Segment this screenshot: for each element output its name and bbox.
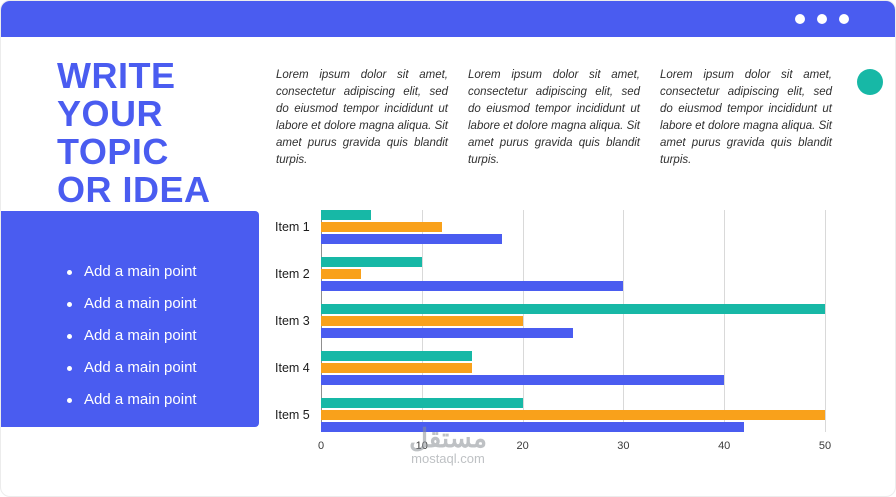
list-item: Add a main point	[67, 391, 239, 409]
gridline	[623, 210, 625, 432]
list-item-label: Add a main point	[84, 327, 197, 344]
paragraph-2: Lorem ipsum dolor sit amet, consectetur …	[468, 69, 640, 167]
paragraph-3: Lorem ipsum dolor sit amet, consectetur …	[660, 69, 832, 167]
chart-row: Item 5	[275, 398, 825, 432]
chart-row: Item 1	[275, 210, 825, 244]
window-dot-3[interactable]	[839, 14, 849, 24]
list-item-label: Add a main point	[84, 391, 197, 408]
bullet-icon	[67, 365, 72, 371]
category-label: Item 2	[275, 267, 310, 281]
bar-group	[321, 304, 825, 338]
bar-teal-series	[321, 398, 523, 408]
window-top-bar	[1, 1, 895, 37]
chart-row: Item 2	[275, 257, 825, 291]
body-text-columns: Lorem ipsum dolor sit amet, consectetur …	[276, 67, 832, 169]
bar-group	[321, 257, 825, 291]
paragraph-1: Lorem ipsum dolor sit amet, consectetur …	[276, 69, 448, 167]
bar-orange-series	[321, 222, 442, 232]
bullet-icon	[67, 333, 72, 339]
main-points-list: Add a main point Add a main point Add a …	[67, 263, 239, 409]
category-label: Item 5	[275, 408, 310, 422]
bar-blue-series	[321, 234, 503, 244]
list-item: Add a main point	[67, 359, 239, 377]
bullet-icon	[67, 269, 72, 275]
title-line-3: TOPIC	[57, 131, 169, 172]
x-tick-label: 50	[818, 440, 832, 452]
gridline	[825, 210, 826, 432]
chart-row: Item 4	[275, 351, 825, 385]
category-label: Item 4	[275, 361, 310, 375]
list-item: Add a main point	[67, 263, 239, 281]
list-item-label: Add a main point	[84, 359, 197, 376]
bar-teal-series	[321, 351, 473, 361]
list-item-label: Add a main point	[84, 295, 197, 312]
title-line-2: YOUR	[57, 93, 164, 134]
bar-group	[321, 351, 825, 385]
chart-rows: Item 1 Item 2 Item 3 Item 4 Item 5	[275, 210, 825, 432]
window-dot-1[interactable]	[795, 14, 805, 24]
title-line-4: OR IDEA	[57, 169, 211, 210]
x-axis: 0 10 20 30 40 50	[317, 438, 831, 456]
bar-teal-series	[321, 304, 825, 314]
x-tick-label: 0	[317, 440, 325, 452]
page-title: WRITE YOUR TOPIC OR IDEA	[57, 57, 211, 209]
main-points-panel: Add a main point Add a main point Add a …	[1, 211, 259, 427]
bar-orange-series	[321, 316, 523, 326]
x-tick-label: 10	[415, 440, 428, 452]
bar-teal-series	[321, 210, 372, 220]
gridline	[724, 210, 726, 432]
bullet-icon	[67, 301, 72, 307]
bar-group	[321, 398, 825, 432]
bar-orange-series	[321, 410, 825, 420]
x-tick-label: 20	[516, 440, 529, 452]
list-item-label: Add a main point	[84, 263, 197, 280]
bar-blue-series	[321, 281, 624, 291]
bar-chart: Item 1 Item 2 Item 3 Item 4 Item 5 0 10 20 30 40…	[275, 210, 831, 456]
bar-teal-series	[321, 257, 422, 267]
list-item: Add a main point	[67, 327, 239, 345]
x-tick-label: 30	[617, 440, 630, 452]
gridline	[522, 210, 524, 432]
category-label: Item 1	[275, 220, 310, 234]
bar-blue-series	[321, 328, 573, 338]
bar-blue-series	[321, 422, 745, 432]
chart-row: Item 3	[275, 304, 825, 338]
bar-orange-series	[321, 363, 473, 373]
bullet-icon	[67, 397, 72, 403]
bar-orange-series	[321, 269, 362, 279]
category-label: Item 3	[275, 314, 310, 328]
bar-group	[321, 210, 825, 244]
window-dot-2[interactable]	[817, 14, 827, 24]
x-tick-label: 40	[718, 440, 731, 452]
bar-blue-series	[321, 375, 725, 385]
title-line-1: WRITE	[57, 55, 176, 96]
decorative-circle	[857, 69, 883, 95]
list-item: Add a main point	[67, 295, 239, 313]
